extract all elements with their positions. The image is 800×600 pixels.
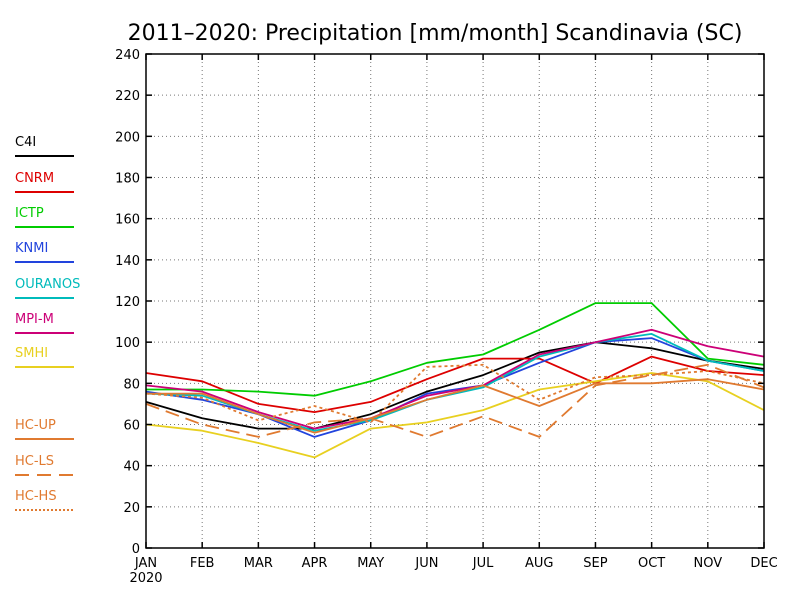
y-tick-label: 60 xyxy=(123,419,140,434)
x-tick-label: SEP xyxy=(583,556,607,571)
y-tick-label: 120 xyxy=(115,295,140,310)
series-line-mpi-m xyxy=(145,328,765,430)
chart-title: 2011–2020: Precipitation [mm/month] Scan… xyxy=(128,21,743,46)
x-tick-label: MAY xyxy=(357,556,384,571)
legend-label-c4i: C4I xyxy=(15,135,36,150)
series-line-smhi xyxy=(145,372,765,459)
y-tick-label: 180 xyxy=(115,172,140,187)
legend-label-mpi-m: MPI-M xyxy=(15,312,54,327)
series-line-hc-up xyxy=(146,378,765,434)
x-tick-label: FEB xyxy=(190,556,215,571)
y-tick-label: 40 xyxy=(123,460,140,475)
legend-label-smhi: SMHI xyxy=(15,346,48,361)
grid-lines xyxy=(146,54,764,548)
series-line-c4i xyxy=(145,341,765,430)
x-tick-label: AUG xyxy=(525,556,553,571)
x-axis: JAN FEB MAR APR MAY JUN JUL AUG SEP OCT NOV DEC xyxy=(134,54,778,571)
y-tick-label: 160 xyxy=(115,213,140,228)
y-tick-label: 80 xyxy=(123,377,140,392)
x-axis-year-label: 2020 xyxy=(129,571,162,586)
y-tick-label: 200 xyxy=(115,130,140,145)
legend: C4I CNRM ICTP KNMI OURANOS MPI-M SMHI HC-UP HC-L… xyxy=(15,135,80,511)
y-tick-label: 240 xyxy=(115,48,140,63)
legend-label-ouranos: OURANOS xyxy=(15,277,80,292)
legend-label-ictp: ICTP xyxy=(15,206,44,221)
x-tick-label: OCT xyxy=(638,556,665,571)
x-tick-label: DEC xyxy=(750,556,777,571)
data-series-group xyxy=(145,302,765,459)
x-tick-label: JAN xyxy=(134,556,157,571)
legend-label-cnrm: CNRM xyxy=(15,171,54,186)
x-tick-label: JUL xyxy=(472,556,494,571)
x-tick-label: MAR xyxy=(244,556,273,571)
series-line-cnrm xyxy=(145,355,765,414)
y-tick-label: 100 xyxy=(115,336,140,351)
y-tick-label: 0 xyxy=(132,542,140,557)
y-tick-label: 20 xyxy=(123,501,140,516)
series-line-hc-ls xyxy=(145,363,765,438)
y-tick-label: 220 xyxy=(115,89,140,104)
series-line-ictp xyxy=(146,302,765,397)
series-line-hc-hs xyxy=(145,363,765,424)
x-tick-label: APR xyxy=(302,556,328,571)
y-tick-label: 140 xyxy=(115,254,140,269)
legend-label-knmi: KNMI xyxy=(15,241,48,256)
x-tick-label: NOV xyxy=(694,556,723,571)
legend-label-hc-ls: HC-LS xyxy=(15,454,54,469)
legend-label-hc-hs: HC-HS xyxy=(15,489,57,504)
x-tick-label: JUN xyxy=(414,556,438,571)
legend-label-hc-up: HC-UP xyxy=(15,418,56,433)
y-axis: 0 20 40 60 80 100 120 140 160 180 200 220 240 xyxy=(115,48,764,557)
